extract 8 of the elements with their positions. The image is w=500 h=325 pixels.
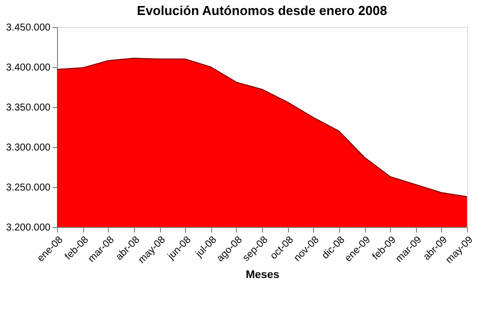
y-tick-label: 3.450.000 (6, 22, 51, 34)
y-tick-label: 3.200.000 (6, 222, 51, 234)
y-tick-label: 3.250.000 (6, 182, 51, 194)
y-tick-label: 3.400.000 (6, 62, 51, 74)
y-tick-label: 3.350.000 (6, 102, 51, 114)
x-axis-title: Meses (246, 269, 280, 282)
y-tick-label: 3.300.000 (6, 142, 51, 154)
chart-title: Evolución Autónomos desde enero 2008 (136, 3, 388, 18)
